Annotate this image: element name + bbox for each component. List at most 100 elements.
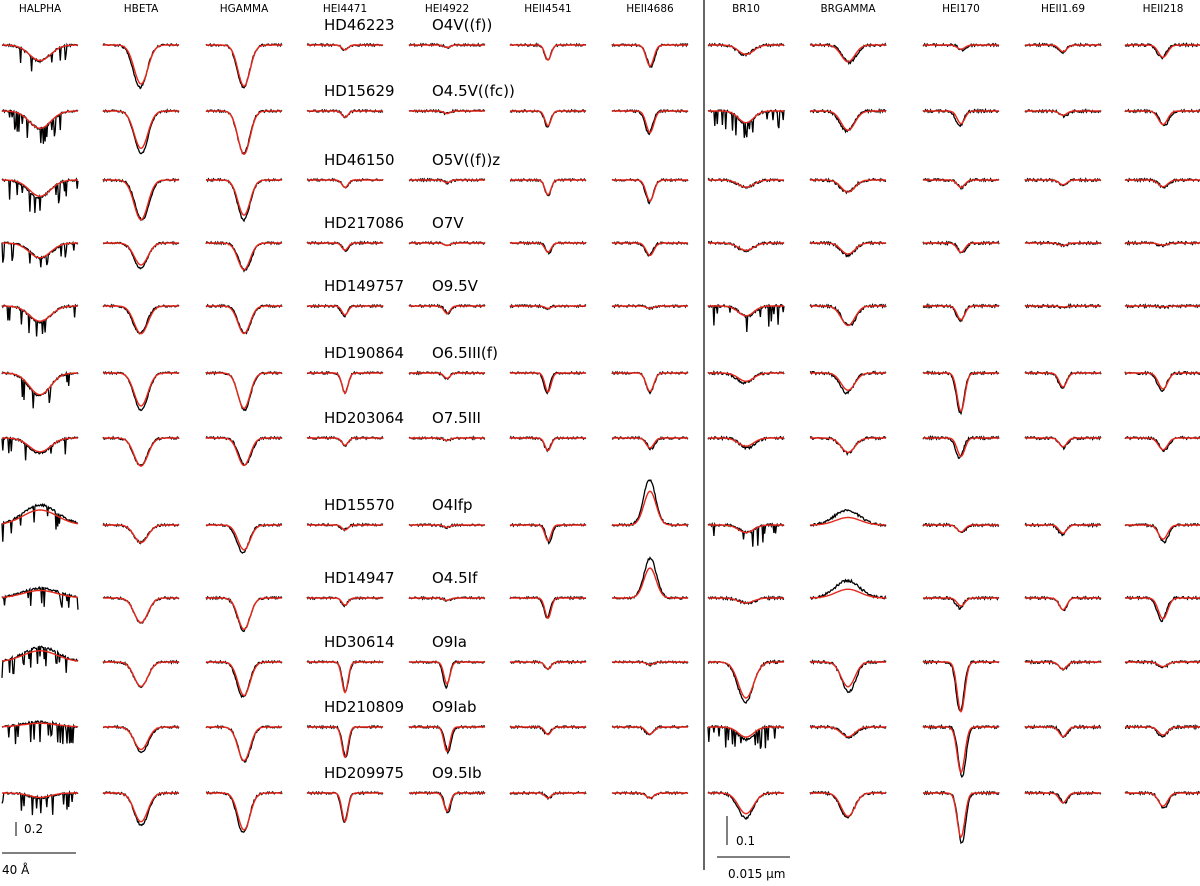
panel-hd210809-heii4686 [611,724,689,736]
panel-hd14947-hgamma-model-line [206,597,282,631]
panel-hd203064-brgamma [809,436,887,457]
panel-hd14947-br10 [707,594,785,605]
star-sptype-hd210809: O9Iab [432,698,477,716]
panel-hd209975-hbeta-model-line [103,792,179,823]
panel-hd203064-heii4686 [611,435,689,451]
panel-hd217086-heii218-model-line [1125,242,1200,246]
panel-hd15570-heii1-69-observed-line [1024,522,1102,537]
panel-hd190864-heii218 [1124,370,1200,393]
star-id-hd149757: HD149757 [324,277,404,295]
panel-hd15629-heii1-69-model-line [1025,110,1101,116]
panel-hd190864-hei4922-model-line [409,372,485,380]
panel-hd209975-heii218 [1124,790,1200,809]
panel-hd190864-heii4686-observed-line [611,370,689,395]
panel-hd149757-heii4541 [509,303,587,311]
panel-hd149757-hei170-model-line [923,305,999,321]
panel-hd46223-hgamma-observed-line [205,42,283,89]
panel-hd15629-hei4922-model-line [409,110,485,115]
panel-hd46223-hgamma [205,42,283,89]
panel-hd14947-heii218-model-line [1125,597,1200,620]
panel-hd14947-hei170 [923,595,1000,610]
panel-hd190864-hgamma-model-line [206,372,282,410]
panel-hd217086-heii218 [1124,239,1200,248]
panel-hd149757-brgamma [809,302,887,327]
panel-hd46223-hbeta-observed-line [102,43,180,90]
ir-flux-scale-label: 0.1 [736,834,755,848]
panel-hd14947-heii1-69-model-line [1025,597,1101,611]
panel-hd190864-hei4471 [306,370,384,395]
panel-hd149757-heii1-69 [1024,302,1102,310]
panel-hd149757-brgamma-model-line [810,305,886,327]
panel-hd46223-heii4686 [611,42,689,68]
panel-hd203064-hbeta-model-line [103,437,179,467]
panel-hd15570-hgamma-model-line [206,524,282,551]
panel-hd190864-brgamma-model-line [810,372,886,392]
panel-hd203064-heii218 [1124,435,1200,453]
panel-hd149757-hbeta-observed-line [102,303,180,335]
panel-hd209975-halpha-model-line [2,792,78,799]
panel-hd46150-br10 [707,177,785,190]
panel-hd30614-hgamma-model-line [206,661,282,697]
panel-hd149757-br10-model-line [708,305,784,317]
panel-hd30614-hei4922-model-line [409,661,485,685]
panel-hd46223-br10-model-line [708,44,784,56]
panel-hd30614-br10-observed-line [707,659,785,704]
panel-hd149757-heii4686-model-line [612,305,688,310]
panel-hd210809-hei4922-observed-line [408,724,485,755]
panel-hd14947-hbeta [102,595,180,624]
panel-hd15629-hei170 [922,107,1000,128]
column-header-halpha: HALPHA [19,3,62,15]
panel-hd15570-heii218-model-line [1125,524,1200,540]
panel-hd210809-hei4922-model-line [409,726,485,753]
panel-hd14947-hbeta-model-line [103,597,179,624]
panel-hd209975-br10 [707,791,785,821]
panel-hd15570-halpha-observed-line [1,502,79,542]
panel-hd15570-hei4922 [408,522,485,530]
panel-hd46150-hei4922-model-line [409,179,485,184]
panel-hd210809-heii4686-model-line [612,726,688,735]
panel-hd14947-br10-model-line [708,597,784,604]
panel-hd217086-brgamma-model-line [810,242,886,255]
panel-hd209975-brgamma [809,790,887,819]
panel-hd149757-hei4471-model-line [307,305,383,316]
panel-hd217086-halpha-observed-line [1,240,79,268]
panel-hd190864-heii1-69 [1024,370,1102,389]
panel-hd46223-hbeta [102,43,180,90]
panel-hd217086-heii1-69 [1024,240,1102,248]
panel-hd46223-hei170-model-line [923,44,999,50]
panel-hd217086-hgamma-model-line [206,242,282,271]
panel-hd217086-hei4471-model-line [307,242,383,251]
panel-hd210809-hbeta-observed-line [103,724,180,754]
panel-hd30614-hbeta-model-line [103,661,179,688]
panel-hd46223-halpha-observed-line [1,42,78,72]
panel-hd149757-hgamma-observed-line [205,303,283,335]
panel-hd15570-br10-model-line [708,524,784,534]
panel-hd209975-hei4922-observed-line [409,790,486,814]
column-header-hgamma: HGAMMA [220,3,269,15]
panel-hd203064-heii1-69 [1024,435,1102,451]
panel-hd46150-hgamma-model-line [206,179,282,216]
panel-hd46223-halpha [1,42,78,72]
panel-hd14947-heii1-69 [1024,595,1102,612]
panel-hd46223-heii4541 [509,42,587,61]
panel-hd14947-halpha [1,585,79,610]
panel-hd15570-heii218-observed-line [1124,522,1200,544]
panel-hd15629-brgamma-observed-line [809,107,887,134]
panel-hd46223-heii218-model-line [1125,44,1200,59]
panel-hd149757-br10 [707,303,785,333]
panel-hd15629-heii4541-observed-line [509,108,587,128]
star-sptype-hd15570: O4Ifp [432,496,473,514]
panel-hd14947-heii218-observed-line [1124,595,1200,623]
panel-hd190864-heii4686-model-line [612,372,688,393]
panel-hd203064-hei4922 [408,435,486,442]
panel-hd210809-hbeta-model-line [103,726,179,751]
panel-hd14947-heii4686 [611,556,689,600]
panel-hd15570-hei4922-model-line [409,524,485,529]
panel-hd217086-hbeta-model-line [103,242,179,266]
panel-hd209975-heii4541-model-line [510,792,586,799]
panel-hd46150-heii4541 [509,177,587,197]
panel-hd203064-br10 [707,435,785,451]
panel-hd14947-heii4686-model-line [612,567,688,599]
panel-hd14947-heii4541-model-line [510,597,586,620]
panel-hd46150-halpha-model-line [2,179,78,198]
